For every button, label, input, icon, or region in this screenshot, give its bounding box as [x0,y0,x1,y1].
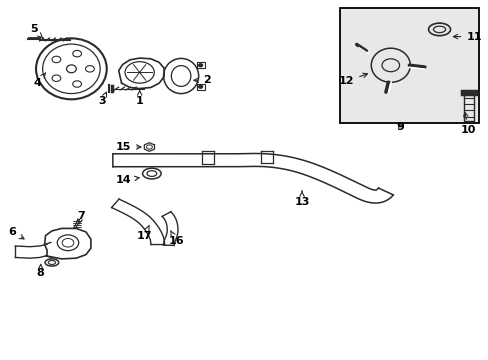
Text: 8: 8 [37,265,44,278]
Text: 5: 5 [30,24,42,38]
Circle shape [198,64,202,67]
Text: 2: 2 [194,75,210,85]
Text: 17: 17 [137,225,152,240]
Text: 15: 15 [116,142,141,152]
Text: 1: 1 [136,90,143,106]
Text: 11: 11 [452,32,481,41]
Text: 4: 4 [33,73,45,88]
Text: 7: 7 [77,211,85,224]
Text: 10: 10 [460,112,475,135]
Text: 14: 14 [116,175,139,185]
Bar [196,62,204,68]
Text: 12: 12 [338,73,367,86]
Text: 3: 3 [98,92,106,106]
Text: 16: 16 [168,231,183,246]
Text: 6: 6 [8,227,24,239]
Bar [339,8,478,123]
Text: 13: 13 [294,191,309,207]
Text: 9: 9 [396,122,404,132]
Circle shape [198,85,202,88]
Bar [196,84,204,90]
